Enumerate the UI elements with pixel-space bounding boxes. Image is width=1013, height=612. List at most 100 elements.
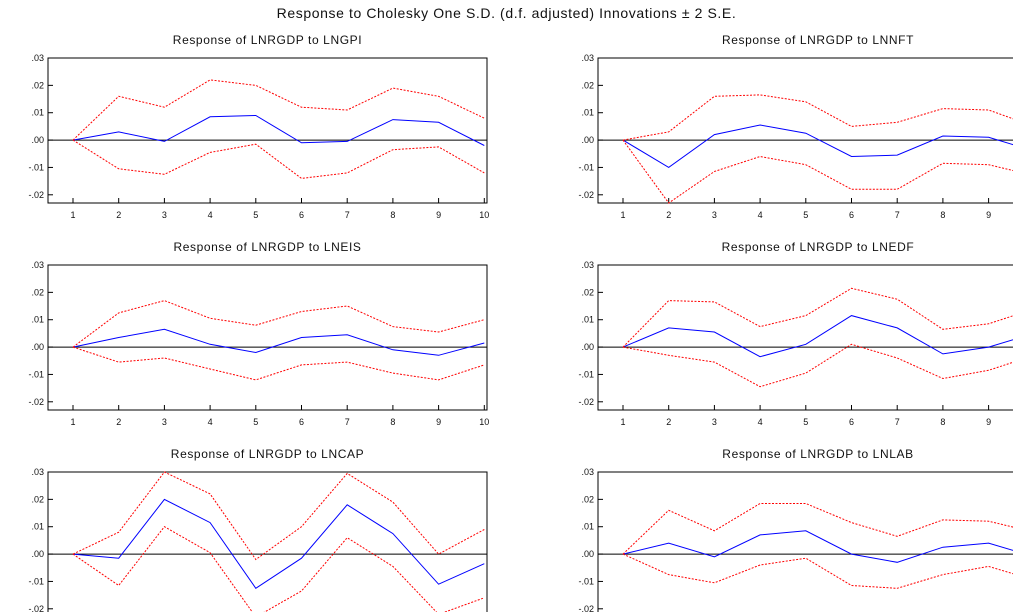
y-tick-label: .02 bbox=[581, 494, 594, 504]
lower-band-line bbox=[72, 346, 485, 381]
x-tick-label: 10 bbox=[479, 417, 489, 427]
y-tick-label: .01 bbox=[581, 315, 594, 325]
y-tick-label: .03 bbox=[31, 260, 44, 270]
response-line bbox=[622, 315, 1013, 358]
x-tick-label: 5 bbox=[803, 417, 808, 427]
y-tick-label: -.02 bbox=[578, 190, 594, 200]
x-tick-label: 1 bbox=[70, 417, 75, 427]
panel-1: Response of LNRGDP to LNGPI .03 .02 .01 .00 -… bbox=[28, 33, 489, 220]
response-line bbox=[622, 530, 1013, 563]
panel-title: Response of LNRGDP to LNCAP bbox=[171, 447, 364, 461]
x-tick-label: 4 bbox=[758, 210, 763, 220]
plot-frame bbox=[47, 264, 488, 411]
y-tick-label: .00 bbox=[31, 549, 44, 559]
y-tick-label: -.01 bbox=[578, 369, 594, 379]
y-tick-label: .00 bbox=[581, 549, 594, 559]
x-tick-label: 1 bbox=[70, 210, 75, 220]
x-tick-label: 5 bbox=[803, 210, 808, 220]
panel-4: Response of LNRGDP to LNEDF .03 .02 .01 .00 -… bbox=[578, 240, 1013, 427]
y-tick-label: .03 bbox=[31, 467, 44, 477]
panel-title: Response of LNRGDP to LNNFT bbox=[722, 33, 914, 47]
lower-band-line bbox=[72, 139, 485, 179]
panel-3: Response of LNRGDP to LNEIS .03 .02 .01 .00 -… bbox=[28, 240, 489, 427]
y-tick-label: .02 bbox=[31, 494, 44, 504]
y-tick-label: -.02 bbox=[578, 604, 594, 612]
y-tick-label: -.02 bbox=[28, 604, 44, 612]
x-tick-label: 9 bbox=[436, 210, 441, 220]
panel-5: Response of LNRGDP to LNCAP .03 .02 .01 .00 -… bbox=[28, 447, 488, 612]
y-tick-label: .02 bbox=[31, 80, 44, 90]
x-tick-label: 1 bbox=[620, 417, 625, 427]
x-tick-label: 8 bbox=[390, 417, 395, 427]
x-tick-label: 6 bbox=[299, 417, 304, 427]
plot-frame bbox=[47, 471, 488, 612]
upper-band-line bbox=[622, 287, 1013, 348]
x-tick-label: 3 bbox=[162, 417, 167, 427]
x-tick-label: 7 bbox=[895, 417, 900, 427]
upper-band-line bbox=[622, 503, 1013, 555]
x-tick-label: 5 bbox=[253, 210, 258, 220]
y-tick-label: .00 bbox=[31, 342, 44, 352]
y-tick-label: .03 bbox=[31, 53, 44, 63]
y-tick-label: .01 bbox=[31, 108, 44, 118]
y-tick-label: -.01 bbox=[28, 162, 44, 172]
lower-band-line bbox=[622, 139, 1013, 204]
x-tick-label: 7 bbox=[345, 210, 350, 220]
x-tick-label: 10 bbox=[479, 210, 489, 220]
y-tick-label: -.02 bbox=[578, 397, 594, 407]
x-tick-label: 7 bbox=[345, 417, 350, 427]
x-tick-label: 2 bbox=[116, 417, 121, 427]
panel-title: Response of LNRGDP to LNLAB bbox=[722, 447, 913, 461]
response-line bbox=[72, 498, 485, 589]
y-tick-label: .03 bbox=[581, 467, 594, 477]
response-line bbox=[622, 124, 1013, 168]
x-tick-label: 7 bbox=[895, 210, 900, 220]
x-tick-label: 8 bbox=[390, 210, 395, 220]
y-tick-label: -.02 bbox=[28, 190, 44, 200]
x-tick-label: 9 bbox=[436, 417, 441, 427]
y-tick-label: -.01 bbox=[28, 576, 44, 586]
plot-frame bbox=[597, 264, 1013, 411]
y-tick-label: .01 bbox=[31, 522, 44, 532]
y-tick-label: .01 bbox=[581, 522, 594, 532]
y-tick-label: -.02 bbox=[28, 397, 44, 407]
x-tick-label: 8 bbox=[940, 417, 945, 427]
y-tick-label: .02 bbox=[31, 287, 44, 297]
y-tick-label: .03 bbox=[581, 53, 594, 63]
panel-2: Response of LNRGDP to LNNFT .03 .02 .01 .00 -… bbox=[578, 33, 1013, 220]
panel-title: Response of LNRGDP to LNEIS bbox=[173, 240, 361, 254]
y-tick-label: .01 bbox=[31, 315, 44, 325]
x-tick-label: 2 bbox=[666, 417, 671, 427]
response-line bbox=[72, 114, 485, 146]
plot-frame bbox=[47, 57, 488, 204]
x-tick-label: 3 bbox=[712, 210, 717, 220]
x-tick-label: 5 bbox=[253, 417, 258, 427]
y-tick-label: .03 bbox=[581, 260, 594, 270]
x-tick-label: 6 bbox=[849, 210, 854, 220]
x-tick-label: 3 bbox=[712, 417, 717, 427]
x-tick-label: 1 bbox=[620, 210, 625, 220]
x-tick-label: 2 bbox=[116, 210, 121, 220]
x-tick-label: 3 bbox=[162, 210, 167, 220]
panel-title: Response of LNRGDP to LNGPI bbox=[173, 33, 362, 47]
y-tick-label: .00 bbox=[581, 135, 594, 145]
x-tick-label: 4 bbox=[208, 210, 213, 220]
x-tick-label: 4 bbox=[758, 417, 763, 427]
lower-band-line bbox=[622, 343, 1013, 388]
y-tick-label: .00 bbox=[581, 342, 594, 352]
response-line bbox=[72, 328, 485, 356]
x-tick-label: 6 bbox=[299, 210, 304, 220]
y-tick-label: .02 bbox=[581, 287, 594, 297]
x-tick-label: 9 bbox=[986, 417, 991, 427]
y-tick-label: -.01 bbox=[578, 576, 594, 586]
x-tick-label: 6 bbox=[849, 417, 854, 427]
y-tick-label: .02 bbox=[581, 80, 594, 90]
upper-band-line bbox=[72, 79, 485, 141]
y-tick-label: -.01 bbox=[28, 369, 44, 379]
upper-band-line bbox=[72, 471, 485, 561]
x-tick-label: 9 bbox=[986, 210, 991, 220]
upper-band-line bbox=[622, 94, 1013, 141]
x-tick-label: 8 bbox=[940, 210, 945, 220]
upper-band-line bbox=[72, 300, 485, 348]
